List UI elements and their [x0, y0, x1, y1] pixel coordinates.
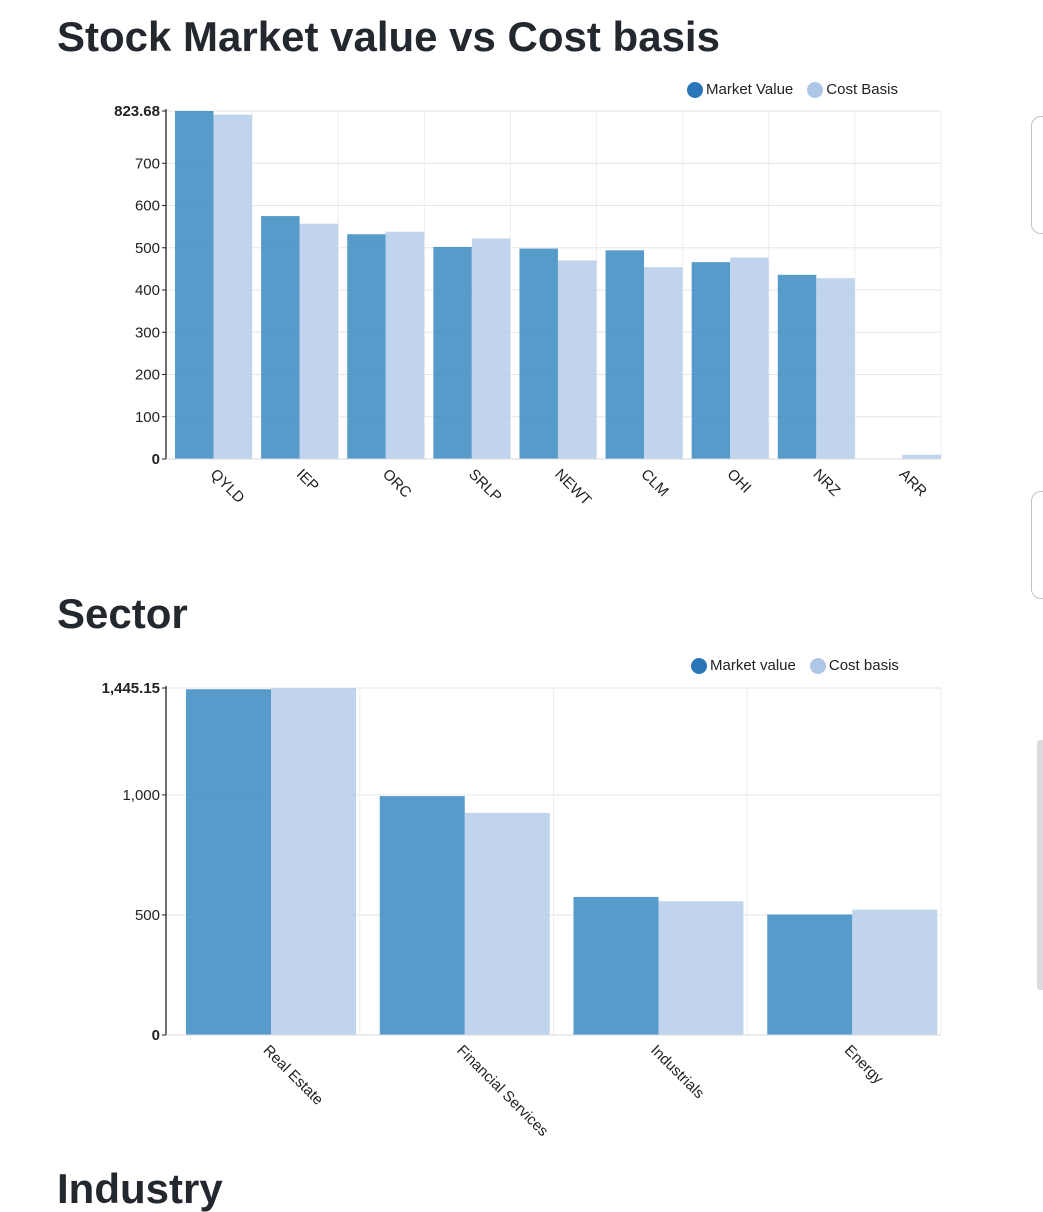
industry-section-title: Industry — [57, 1165, 223, 1212]
bar-market-value-industrials — [573, 896, 659, 1035]
bar-cost-basis-real-estate — [271, 688, 356, 1035]
y-tick-label: 600 — [135, 198, 160, 215]
market-value-dot-icon — [687, 81, 703, 98]
sector-chart-title: Sector — [57, 590, 188, 637]
bar-market-value-qyld — [175, 111, 214, 459]
legend-label-market-value: Market value — [710, 657, 796, 674]
bar-cost-basis-energy — [852, 909, 938, 1035]
bar-cost-basis-industrials — [658, 901, 744, 1035]
y-tick-label: 500 — [135, 240, 160, 257]
bar-market-value-ohi — [691, 262, 731, 459]
x-tick-label-real-estate: Real Estate — [260, 1042, 327, 1109]
edge-panel-handle[interactable] — [1031, 116, 1043, 234]
bar-cost-basis-financial-services — [464, 812, 550, 1035]
legend-label-market-value: Market Value — [706, 81, 794, 98]
bar-cost-basis-qyld — [213, 114, 252, 460]
y-tick-label: 0 — [152, 1027, 160, 1044]
x-tick-label-financial-services: Financial Services — [453, 1042, 551, 1140]
bar-market-value-energy — [767, 914, 853, 1035]
bar-market-value-clm — [605, 250, 645, 459]
bar-cost-basis-clm — [644, 267, 683, 459]
y-tick-label: 0 — [152, 451, 160, 468]
bar-market-value-real-estate — [186, 689, 271, 1035]
bar-market-value-newt — [519, 248, 558, 459]
legend-label-cost-basis: Cost Basis — [826, 81, 898, 98]
bar-market-value-nrz — [777, 274, 817, 459]
edge-panel-handle-secondary[interactable] — [1031, 491, 1043, 599]
bar-cost-basis-orc — [385, 231, 425, 459]
y-tick-label: 1,445.15 — [102, 680, 160, 697]
y-tick-label: 400 — [135, 282, 160, 299]
y-tick-label: 200 — [135, 367, 160, 384]
bar-cost-basis-iep — [299, 223, 339, 459]
sector-chart-legend: Market value Cost basis — [677, 657, 899, 674]
cost-basis-dot-icon — [809, 657, 826, 674]
stock-chart-title: Stock Market value vs Cost basis — [57, 13, 720, 60]
y-tick-label: 1,000 — [122, 787, 160, 804]
x-tick-label-industrials: Industrials — [647, 1042, 707, 1102]
bar-cost-basis-newt — [557, 260, 597, 459]
legend-item-market-value[interactable]: Market value — [691, 657, 796, 674]
legend-label-cost-basis: Cost basis — [828, 657, 899, 674]
bar-cost-basis-ohi — [730, 257, 769, 459]
bar-cost-basis-srlp — [471, 238, 511, 459]
legend-item-cost-basis[interactable]: Cost basis — [809, 657, 899, 674]
cost-basis-dot-icon — [807, 81, 824, 98]
legend-item-cost-basis[interactable]: Cost Basis — [807, 81, 898, 98]
bar-cost-basis-nrz — [816, 278, 855, 459]
bar-market-value-orc — [347, 234, 386, 459]
bar-market-value-srlp — [433, 246, 472, 459]
y-tick-label: 100 — [135, 409, 160, 426]
y-tick-label: 500 — [135, 907, 160, 924]
y-tick-label: 823.68 — [114, 103, 160, 120]
bar-cost-basis-arr — [902, 454, 941, 459]
stock-chart-legend: Market Value Cost Basis — [673, 81, 898, 98]
bar-market-value-iep — [261, 216, 300, 459]
y-tick-label: 300 — [135, 324, 160, 341]
market-value-dot-icon — [691, 657, 707, 674]
scrollbar-thumb[interactable] — [1037, 740, 1043, 990]
bar-market-value-financial-services — [379, 796, 465, 1035]
legend-item-market-value[interactable]: Market Value — [687, 81, 793, 98]
y-tick-label: 700 — [135, 155, 160, 172]
x-tick-label-energy: Energy — [841, 1042, 887, 1088]
